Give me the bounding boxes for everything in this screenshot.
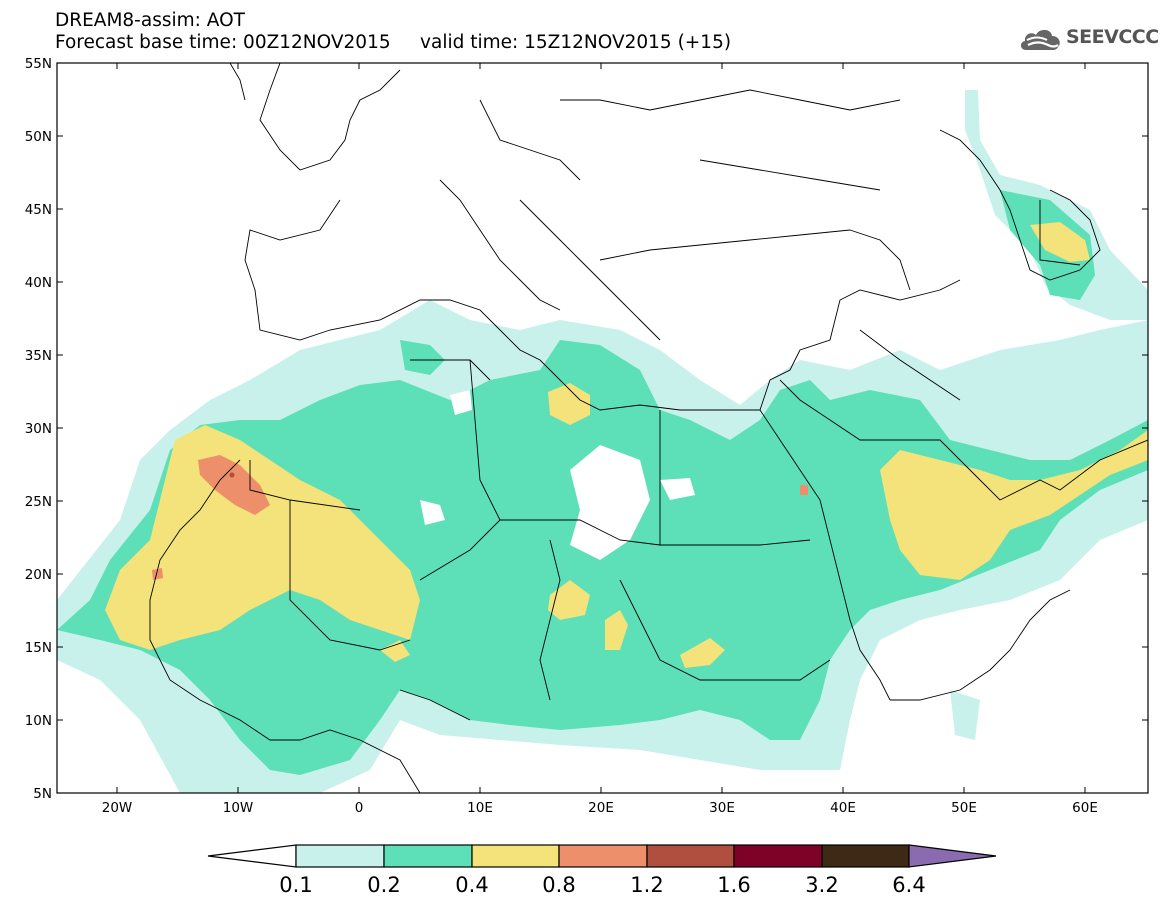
- lat-label: 25N: [25, 494, 52, 510]
- colorbar-upper-arrow: [908, 844, 997, 868]
- aot-field: [57, 63, 1148, 793]
- lon-label: 20E: [588, 800, 614, 816]
- lon-label: 40E: [830, 800, 856, 816]
- valid-time-label: valid time: 15Z12NOV2015 (+15): [420, 32, 732, 53]
- lat-label: 30N: [25, 421, 52, 437]
- lat-label: 40N: [25, 275, 52, 291]
- colorbar-segment: [471, 844, 560, 868]
- lon-label: 10W: [223, 800, 254, 816]
- latitude-labels: 55N 50N 45N 40N 35N 30N 25N 20N 15N 10N …: [25, 56, 52, 802]
- lon-label: 10E: [467, 800, 493, 816]
- lat-label: 55N: [25, 56, 52, 72]
- base-time-label: Forecast base time: 00Z12NOV2015: [55, 32, 391, 53]
- map-subtitle: Forecast base time: 00Z12NOV2015 valid t…: [55, 32, 731, 54]
- colorbar-label: 0.4: [455, 873, 488, 897]
- colorbar-segment: [821, 844, 910, 868]
- colorbar-label: 3.2: [805, 873, 838, 897]
- coastlines: [149, 63, 1148, 793]
- lat-label: 35N: [25, 348, 52, 364]
- lat-label: 5N: [33, 786, 52, 802]
- axis-ticks: [57, 62, 1148, 793]
- colorbar-label: 1.6: [717, 873, 750, 897]
- colorbar-label: 1.2: [630, 873, 663, 897]
- longitude-labels: 20W 10W 0 10E 20E 30E 40E 50E 60E: [102, 800, 1098, 816]
- colorbar-segment: [646, 844, 735, 868]
- colorbar-segment: [295, 844, 385, 868]
- lat-label: 20N: [25, 567, 52, 583]
- colorbar-label: 6.4: [892, 873, 925, 897]
- colorbar-segment: [558, 844, 648, 868]
- colorbar-label: 0.2: [367, 873, 400, 897]
- lat-label: 15N: [25, 640, 52, 656]
- lon-label: 50E: [951, 800, 977, 816]
- lat-label: 10N: [25, 713, 52, 729]
- colorbar-label: 0.8: [542, 873, 575, 897]
- lon-label: 20W: [102, 800, 133, 816]
- lon-label: 0: [355, 800, 364, 816]
- lat-label: 50N: [25, 129, 52, 145]
- colorbar-label: 0.1: [279, 873, 312, 897]
- seevccc-logo: SEEVCCC: [1018, 24, 1159, 56]
- lon-label: 60E: [1072, 800, 1098, 816]
- lon-label: 30E: [709, 800, 735, 816]
- logo-text: SEEVCCC: [1066, 26, 1159, 48]
- cloud-icon: [1020, 29, 1060, 50]
- colorbar-lower-arrow: [207, 844, 297, 868]
- lat-label: 45N: [25, 202, 52, 218]
- colorbar-segment: [733, 844, 823, 868]
- map-title: DREAM8-assim: AOT: [55, 10, 245, 31]
- colorbar-segment: [383, 844, 473, 868]
